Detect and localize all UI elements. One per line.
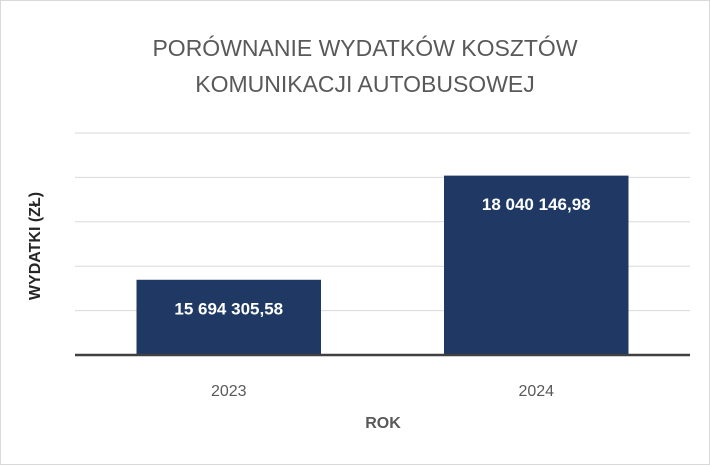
data-label: 18 040 146,98: [482, 195, 591, 214]
y-axis-label: WYDATKI (ZŁ): [27, 192, 44, 300]
data-label: 15 694 305,58: [174, 299, 283, 318]
bar: [444, 175, 629, 355]
bar: [136, 279, 321, 355]
x-tick-label: 2024: [518, 383, 554, 400]
chart-title: KOMUNIKACJI AUTOBUSOWEJ: [195, 71, 535, 97]
x-axis-label: ROK: [365, 415, 401, 432]
chart-title: PORÓWNANIE WYDATKÓW KOSZTÓW: [152, 35, 577, 61]
x-tick-label: 2023: [211, 383, 247, 400]
